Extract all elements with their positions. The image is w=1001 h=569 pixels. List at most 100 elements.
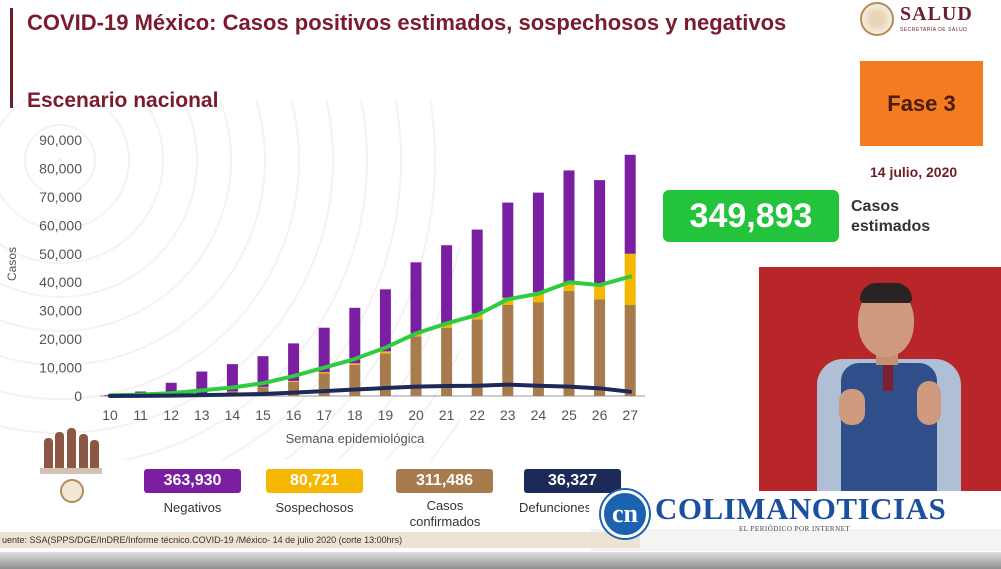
bar-segment-casos-confirmados [257,387,269,396]
legend-label: Negativos [163,500,222,515]
y-tick-label: 60,000 [39,217,82,233]
y-tick-label: 10,000 [39,360,82,376]
title-accent-bar [10,8,13,108]
source-note: uente: SSA(SPPS/DGE/InDRE/Informe técnic… [0,532,640,548]
x-tick-label: 11 [133,407,148,423]
legend-value-box: 311,486 [396,469,493,493]
y-tick-label: 0 [74,388,82,404]
y-tick-label: 20,000 [39,331,82,347]
x-tick-label: 27 [622,407,638,423]
x-tick-label: 13 [194,407,210,423]
bar-segment-negativos [165,382,177,396]
line-casos-positivos-estimados [108,274,633,398]
bar-segment-negativos [594,180,606,286]
bar-segment-casos-confirmados [441,327,453,396]
phase-badge: Fase 3 [860,61,983,146]
legend-value-box: 36,327 [524,469,621,493]
bar-segment-sospechosos [257,386,269,388]
brand-tagline: EL PERIÓDICO POR INTERNET [739,525,851,533]
seal-figure [67,428,76,468]
interpreter-tie [883,365,893,391]
x-tick-label: 14 [225,407,241,423]
y-tick-label: 30,000 [39,303,82,319]
interpreter-right-hand [917,381,941,425]
legend-label: Sospechosos [275,500,354,515]
legend-value-box: 80,721 [266,469,363,493]
bar-segment-negativos [502,202,514,298]
x-tick-label: 15 [255,407,271,423]
seal-figure [79,434,88,468]
bar-segment-negativos [532,192,544,293]
bar-segment-casos-confirmados [624,304,636,396]
bar-segment-sospechosos [441,323,453,328]
x-tick-label: 12 [163,407,179,423]
page-subtitle: Escenario nacional [27,89,219,112]
seal-figure [44,438,53,468]
seal-figure [55,432,64,468]
eagle-emblem-icon [60,479,84,503]
bar-segment-negativos [257,356,269,387]
background-pattern [0,100,460,460]
y-tick-label: 70,000 [39,189,82,205]
bar-segment-sospechosos [288,380,300,382]
bar-segment-sospechosos [349,363,361,365]
bar-segment-sospechosos [624,253,636,305]
bar-segment-casos-confirmados [349,364,361,396]
interpreter-left-hand [839,389,865,425]
y-tick-label: 80,000 [39,160,82,176]
bar-segment-casos-confirmados [471,319,483,396]
bar-segment-casos-confirmados [594,299,606,396]
bar-segment-negativos [410,262,422,334]
y-tick-label: 90,000 [39,132,82,148]
bar-segment-negativos [624,154,636,254]
historical-figures-seal [40,420,102,474]
estimated-cases-label: Casos estimados [851,198,931,235]
seal-caption [40,468,102,474]
legend-label: Casos confirmados [409,498,481,529]
bar-segment-sospechosos [594,285,606,300]
bar-segment-casos-confirmados [502,304,514,396]
x-tick-label: 22 [469,407,485,423]
x-tick-label: 24 [531,407,547,423]
x-axis-label: Semana epidemiológica [286,431,426,446]
bar-segment-negativos [471,229,483,314]
page-title: COVID-19 México: Casos positivos estimad… [27,10,787,35]
seal-figure [90,440,99,468]
x-tick-label: 23 [500,407,516,423]
legend-value-box: 363,930 [144,469,241,493]
salud-logo: SALUD SECRETARÍA DE SALUD [858,0,988,40]
bar-segment-casos-confirmados [288,381,300,396]
sign-language-interpreter-video [759,267,1001,491]
x-tick-label: 18 [347,407,363,423]
bar-segment-negativos [288,343,300,381]
report-date: 14 julio, 2020 [870,164,958,180]
logo-word: SALUD [900,3,973,25]
x-tick-label: 26 [592,407,608,423]
bar-segment-negativos [379,289,391,352]
bar-segment-sospechosos [563,283,575,291]
x-tick-label: 16 [286,407,302,423]
bar-segment-sospechosos [532,292,544,303]
bar-segment-casos-confirmados [410,336,422,396]
bar-segment-negativos [349,307,361,364]
x-tick-label: 19 [378,407,394,423]
national-seal-icon [860,2,894,36]
interpreter-hair [860,283,912,303]
x-tick-label: 10 [102,407,118,423]
estimated-cases-number: 349,893 [663,190,839,242]
x-tick-label: 17 [316,407,332,423]
bar-segment-sospechosos [318,372,330,374]
bar-segment-sospechosos [379,351,391,354]
y-axis-label: Casos [5,247,19,281]
bar-segment-sospechosos [226,391,238,392]
x-tick-label: 21 [439,407,455,423]
bar-segment-negativos [441,245,453,324]
legend-label: Defunciones [519,500,589,515]
y-tick-label: 40,000 [39,274,82,290]
cases-chart: 0 10,000 20,000 30,000 40,000 50,000 60,000 70,… [5,132,645,446]
y-tick-label: 50,000 [39,246,82,262]
bar-segment-casos-confirmados [379,353,391,396]
bottom-band [0,552,1001,569]
bar-segment-negativos [196,371,208,394]
colimanoticias-brand: cn COLIMANOTICIAS EL PERIÓDICO POR INTER… [597,488,957,540]
